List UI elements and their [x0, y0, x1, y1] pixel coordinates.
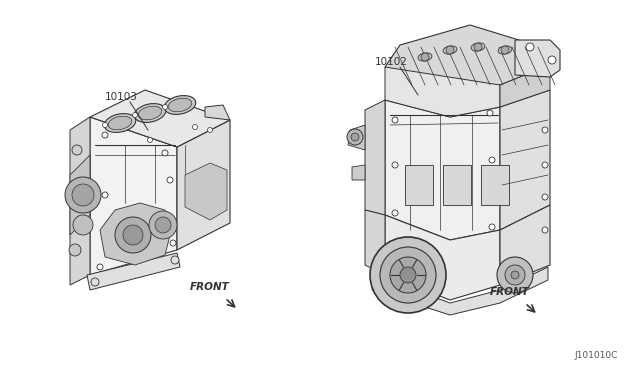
- Ellipse shape: [443, 46, 457, 54]
- Polygon shape: [205, 105, 230, 120]
- Ellipse shape: [471, 43, 485, 51]
- Circle shape: [542, 194, 548, 200]
- Ellipse shape: [108, 116, 132, 130]
- Ellipse shape: [498, 46, 512, 54]
- Polygon shape: [100, 203, 170, 265]
- Circle shape: [497, 257, 533, 293]
- Polygon shape: [90, 90, 230, 147]
- Ellipse shape: [104, 113, 136, 132]
- Circle shape: [132, 112, 138, 118]
- Circle shape: [147, 138, 152, 142]
- Circle shape: [155, 217, 171, 233]
- Polygon shape: [352, 165, 365, 180]
- Circle shape: [65, 177, 101, 213]
- Circle shape: [400, 267, 416, 283]
- Circle shape: [548, 56, 556, 64]
- Polygon shape: [500, 205, 550, 285]
- Text: J101010C: J101010C: [575, 351, 618, 360]
- Polygon shape: [385, 25, 550, 85]
- Ellipse shape: [134, 103, 166, 122]
- Polygon shape: [500, 90, 550, 230]
- Circle shape: [487, 110, 493, 116]
- Circle shape: [149, 211, 177, 239]
- Text: 10102: 10102: [375, 57, 408, 67]
- Circle shape: [392, 162, 398, 168]
- Circle shape: [171, 256, 179, 264]
- Circle shape: [162, 150, 168, 156]
- Polygon shape: [385, 67, 500, 117]
- FancyBboxPatch shape: [481, 165, 509, 205]
- Circle shape: [123, 225, 143, 245]
- Circle shape: [489, 157, 495, 163]
- Ellipse shape: [418, 53, 432, 61]
- Text: FRONT: FRONT: [190, 282, 230, 292]
- Polygon shape: [348, 125, 365, 150]
- Polygon shape: [365, 210, 385, 275]
- Circle shape: [72, 184, 94, 206]
- Polygon shape: [500, 65, 550, 107]
- Circle shape: [102, 132, 108, 138]
- Circle shape: [73, 215, 93, 235]
- Polygon shape: [365, 100, 385, 215]
- Polygon shape: [177, 120, 230, 250]
- Circle shape: [69, 244, 81, 256]
- Ellipse shape: [138, 106, 162, 120]
- Circle shape: [542, 127, 548, 133]
- Polygon shape: [70, 155, 90, 235]
- Polygon shape: [185, 163, 227, 220]
- Polygon shape: [90, 117, 177, 275]
- Circle shape: [489, 224, 495, 230]
- Text: 10103: 10103: [105, 92, 138, 102]
- Circle shape: [526, 43, 534, 51]
- Circle shape: [347, 129, 363, 145]
- Polygon shape: [87, 253, 180, 290]
- Circle shape: [102, 122, 108, 128]
- Circle shape: [474, 43, 482, 51]
- Circle shape: [163, 105, 168, 109]
- Ellipse shape: [168, 98, 192, 112]
- Text: FRONT: FRONT: [490, 287, 530, 297]
- Circle shape: [542, 227, 548, 233]
- Circle shape: [380, 247, 436, 303]
- Circle shape: [446, 46, 454, 54]
- Circle shape: [72, 145, 82, 155]
- Circle shape: [170, 240, 176, 246]
- FancyBboxPatch shape: [405, 165, 433, 205]
- Circle shape: [542, 162, 548, 168]
- Circle shape: [193, 125, 198, 129]
- Circle shape: [421, 53, 429, 61]
- Circle shape: [115, 217, 151, 253]
- Circle shape: [102, 192, 108, 198]
- Circle shape: [370, 237, 446, 313]
- Polygon shape: [70, 117, 90, 285]
- Ellipse shape: [164, 96, 196, 115]
- Circle shape: [392, 210, 398, 216]
- Polygon shape: [515, 40, 560, 77]
- Polygon shape: [385, 100, 500, 240]
- Polygon shape: [372, 267, 548, 315]
- FancyBboxPatch shape: [443, 165, 471, 205]
- Circle shape: [167, 177, 173, 183]
- Circle shape: [511, 271, 519, 279]
- Circle shape: [91, 278, 99, 286]
- Circle shape: [392, 117, 398, 123]
- Polygon shape: [385, 215, 500, 300]
- Circle shape: [501, 46, 509, 54]
- Circle shape: [207, 128, 212, 132]
- Circle shape: [505, 265, 525, 285]
- Circle shape: [351, 133, 359, 141]
- Circle shape: [390, 257, 426, 293]
- Circle shape: [97, 264, 103, 270]
